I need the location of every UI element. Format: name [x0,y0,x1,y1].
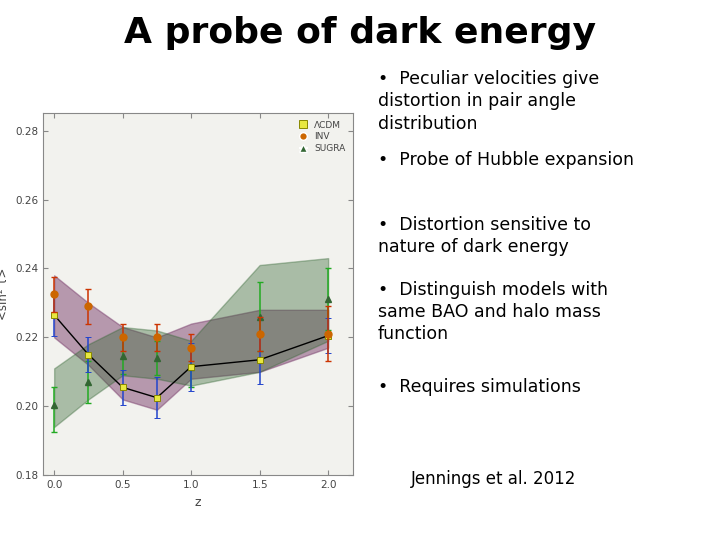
Y-axis label: <sin² τ>: <sin² τ> [0,268,9,320]
Legend: ΛCDM, INV, SUGRA: ΛCDM, INV, SUGRA [297,118,348,156]
Text: •  Distinguish models with
same BAO and halo mass
function: • Distinguish models with same BAO and h… [378,281,608,343]
Text: Jennings et al. 2012: Jennings et al. 2012 [410,470,576,488]
Text: •  Peculiar velocities give
distortion in pair angle
distribution: • Peculiar velocities give distortion in… [378,70,599,133]
Text: A probe of dark energy: A probe of dark energy [124,16,596,50]
Text: •  Probe of Hubble expansion: • Probe of Hubble expansion [378,151,634,169]
Text: •  Distortion sensitive to
nature of dark energy: • Distortion sensitive to nature of dark… [378,216,591,256]
X-axis label: z: z [194,496,202,509]
Text: •  Requires simulations: • Requires simulations [378,378,581,396]
